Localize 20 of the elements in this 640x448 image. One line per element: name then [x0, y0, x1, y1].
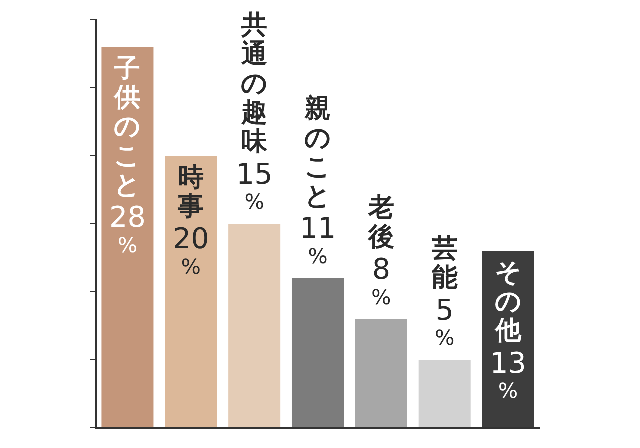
bar: [292, 278, 344, 428]
data-label: 15%: [236, 156, 273, 214]
data-label: 5%: [434, 292, 455, 350]
x-tick-label: 子供のこと: [114, 54, 142, 200]
x-tick-label: 芸能: [430, 234, 458, 294]
x-tick-label: その他: [494, 258, 522, 346]
data-label: 13%: [490, 346, 526, 404]
data-label: 20%: [172, 222, 210, 279]
bar: [228, 224, 281, 428]
bar: [418, 360, 471, 428]
bar: [355, 319, 408, 428]
x-tick-label: 老後: [367, 193, 394, 252]
x-tick-label: 親のこと: [304, 94, 332, 212]
bar: [165, 156, 218, 428]
x-tick-label: 共通の趣味: [240, 10, 269, 158]
data-label: 11%: [300, 211, 336, 268]
bar: [102, 47, 154, 428]
x-tick-label: 時事: [177, 162, 204, 222]
data-label: 8%: [372, 252, 392, 310]
data-label: 28%: [110, 200, 146, 258]
